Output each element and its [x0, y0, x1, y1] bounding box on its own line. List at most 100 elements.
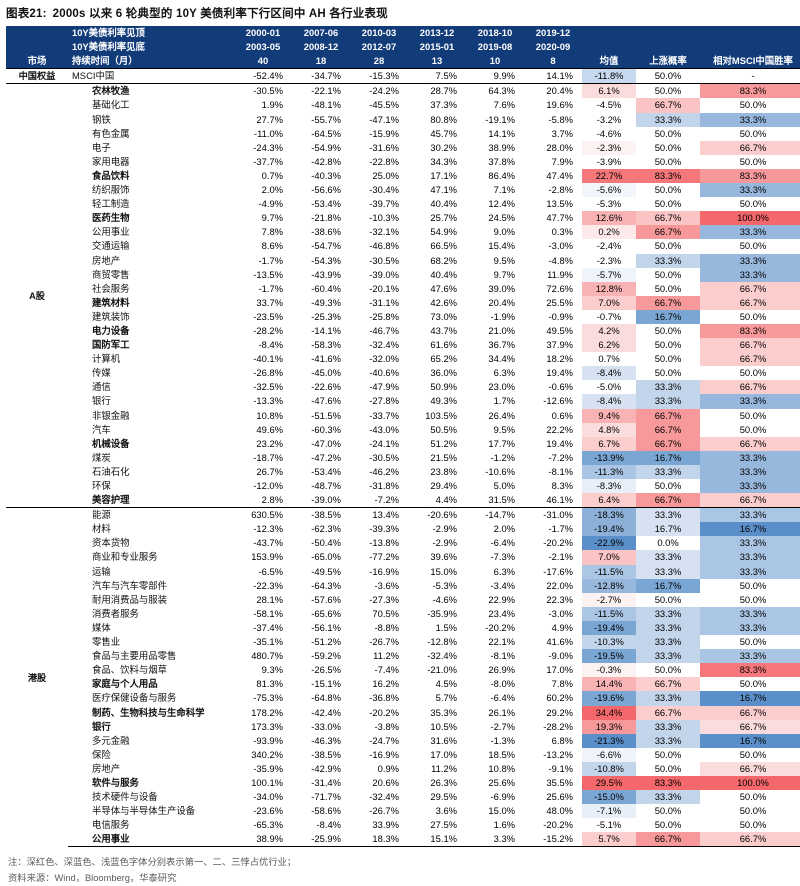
sector-name-cell: 保险 — [92, 748, 111, 760]
period-value-0: -30.5% — [234, 83, 292, 99]
relative-win-cell: 66.7% — [700, 352, 800, 367]
period-value-0: -13.5% — [253, 268, 283, 280]
win-rate-cell: 50.0% — [636, 126, 700, 141]
win-rate-cell: 50.0% — [636, 68, 700, 84]
avg-cell: 12.6% — [582, 211, 636, 226]
period-value-2: -31.8% — [369, 480, 399, 491]
header-avg-label: 均值 — [582, 54, 636, 70]
table-row: 制药、生物科技与生命科学 178.2% -42.4% -20.2% 35.3% 26.1%… — [6, 705, 800, 720]
period-value-1: -48.1% — [311, 99, 341, 111]
table-row: 多元金融 -93.9% -46.3% -24.7% 31.6% -1.3% 6.8% -21.… — [6, 733, 800, 748]
sector-name-cell: 商贸零售 — [92, 268, 130, 280]
period-value-0: -28.2% — [253, 324, 283, 336]
sector-name-cell: 公用事业 — [92, 226, 130, 238]
sector-name-cell: 有色金属 — [92, 127, 130, 139]
sector-name-cell: MSCI中国 — [68, 68, 234, 84]
period-value-2: -30.4% — [369, 184, 399, 196]
avg-cell: -11.5% — [582, 564, 636, 579]
sector-name-cell: 农林牧渔 — [68, 83, 234, 99]
period-value-1: -49.5% — [311, 565, 341, 577]
period-value-0: -23.6% — [253, 805, 283, 817]
win-rate-cell: 33.3% — [636, 719, 700, 734]
relative-win-cell: 50.0% — [700, 309, 800, 324]
period-value-4: 31.5% — [488, 494, 515, 506]
sector-name-cell: 钢铁 — [92, 113, 111, 125]
period-value-2: -15.9% — [369, 127, 399, 139]
period-value-1: -47.0% — [311, 437, 341, 449]
period-value-1: -38.5% — [292, 507, 350, 523]
period-value-0: -1.7% — [258, 254, 284, 266]
win-rate-cell: 50.0% — [636, 154, 700, 169]
win-rate-cell: 33.3% — [636, 691, 700, 706]
win-rate-cell: 66.7% — [636, 211, 700, 226]
table-row: 技术硬件与设备 -34.0% -71.7% -32.4% 29.5% -6.9% 25.6%… — [6, 790, 800, 805]
period-value-4: 15.0% — [488, 805, 515, 817]
period-value-2: 13.4% — [350, 507, 408, 523]
avg-cell: -12.8% — [582, 578, 636, 593]
period-value-2: -16.9% — [369, 565, 399, 577]
period-value-2: -36.8% — [369, 692, 399, 704]
avg-cell: -11.8% — [582, 68, 636, 84]
period-value-3: 23.8% — [430, 465, 457, 477]
sector-name-cell: 通信 — [92, 381, 111, 393]
period-value-4: 26.1% — [488, 706, 515, 718]
period-value-0: 630.5% — [234, 507, 292, 523]
period-value-3: 40.4% — [430, 198, 457, 210]
relative-win-cell: 50.0% — [700, 578, 800, 593]
avg-cell: -8.4% — [582, 394, 636, 409]
period-value-1: -58.3% — [311, 339, 341, 351]
period-value-1: -55.7% — [311, 113, 341, 125]
sector-name-cell: 社会服务 — [92, 282, 130, 294]
period-value-5: 6.8% — [551, 734, 573, 746]
period-value-4: 9.5% — [493, 254, 515, 266]
period-value-5: 19.4% — [546, 437, 573, 449]
avg-cell: 7.0% — [582, 550, 636, 565]
period-value-3: 10.5% — [430, 720, 457, 732]
avg-cell: -2.3% — [582, 140, 636, 155]
relative-win-cell: 33.3% — [700, 225, 800, 240]
sector-name-cell: 媒体 — [92, 621, 111, 633]
period-value-2: -46.8% — [369, 240, 399, 252]
period-value-4: 86.4% — [488, 169, 515, 181]
relative-win-cell: 50.0% — [700, 366, 800, 381]
period-value-4: 17.7% — [488, 437, 515, 449]
period-value-5: 3.7% — [551, 127, 573, 139]
period-value-2: -26.7% — [369, 805, 399, 817]
table-row: 美容护理 2.8% -39.0% -7.2% 4.4% 31.5% 46.1% 6.4% 66.… — [6, 493, 800, 508]
period-value-3: -4.6% — [432, 593, 458, 605]
relative-win-cell: 33.3% — [700, 183, 800, 198]
period-value-4: -3.4% — [490, 579, 516, 591]
sector-name-cell: 食品饮料 — [92, 169, 130, 181]
period-value-3: 29.5% — [430, 791, 457, 803]
table-row: 银行 173.3% -33.0% -3.8% 10.5% -2.7% -28.2% 19.3%… — [6, 719, 800, 734]
table-row: 钢铁 27.7% -55.7% -47.1% 80.8% -19.1% -5.8% -3.2%… — [6, 112, 800, 127]
period-value-5: -2.1% — [548, 551, 574, 563]
table-row: 零售业 -35.1% -51.2% -26.7% -12.8% 22.1% 41.6% -10… — [6, 635, 800, 650]
period-value-0: -75.3% — [253, 692, 283, 704]
avg-cell: -10.3% — [582, 635, 636, 650]
period-value-1: -53.4% — [311, 198, 341, 210]
avg-cell: 6.2% — [582, 338, 636, 353]
win-rate-cell: 66.7% — [636, 436, 700, 451]
win-rate-cell: 33.3% — [636, 394, 700, 409]
period-value-4: 23.0% — [488, 381, 515, 393]
header-duration-0: 40 — [234, 54, 292, 70]
period-value-5: -12.6% — [543, 395, 573, 407]
period-value-2: -15.3% — [350, 68, 408, 84]
period-value-5: -31.0% — [524, 507, 582, 523]
period-value-5: 19.6% — [546, 99, 573, 111]
avg-cell: 7.0% — [582, 295, 636, 310]
period-value-1: -21.8% — [311, 212, 341, 224]
header-rel-label: 相对MSCI中国胜率 — [700, 54, 800, 70]
sector-name-cell: 商业和专业服务 — [92, 551, 158, 563]
period-value-3: 54.9% — [430, 226, 457, 238]
period-value-3: 47.1% — [430, 184, 457, 196]
period-value-3: 26.3% — [430, 776, 457, 788]
period-value-2: -31.1% — [369, 296, 399, 308]
period-value-3: 80.8% — [430, 113, 457, 125]
period-value-0: 0.7% — [261, 169, 283, 181]
period-value-5: 7.9% — [551, 155, 573, 167]
period-value-5: 25.5% — [546, 296, 573, 308]
period-value-3: 50.5% — [430, 423, 457, 435]
header-blank-market — [6, 26, 68, 41]
